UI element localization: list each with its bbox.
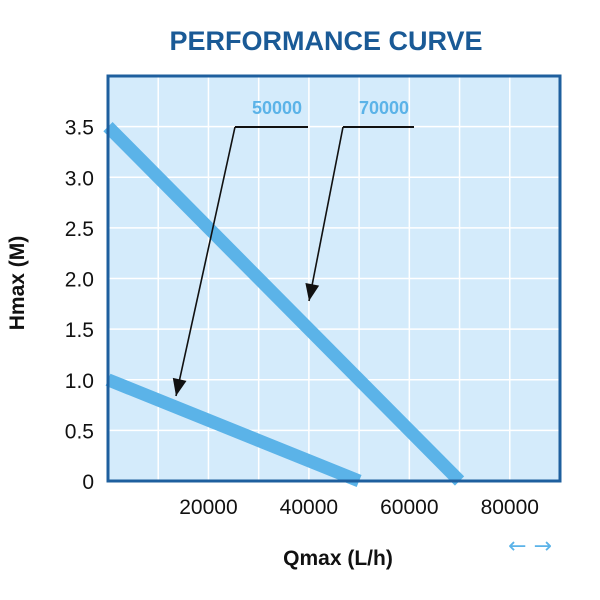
x-tick-labels: 20000 40000 60000 80000: [179, 496, 539, 519]
y-tick-label: 1.0: [65, 370, 94, 393]
x-tick-label: 20000: [179, 496, 237, 519]
x-tick-label: 60000: [380, 496, 438, 519]
y-tick-label: 1.5: [65, 319, 94, 342]
y-tick-label: 3.0: [65, 167, 94, 190]
y-tick-label: 3.5: [65, 117, 94, 140]
y-tick-label: 2.5: [65, 218, 94, 241]
grid-lines: [108, 76, 560, 481]
series-lines: [103, 122, 465, 488]
y-tick-label: 2.0: [65, 269, 94, 292]
y-axis-label: Hmax (M): [6, 236, 29, 331]
y-tick-label: 0: [82, 471, 94, 494]
double-arrow-icon: ← →: [508, 534, 552, 559]
x-tick-label: 40000: [280, 496, 338, 519]
y-tick-label: 0.5: [65, 420, 94, 443]
x-axis-label: Qmax (L/h): [283, 547, 393, 570]
series-line-70000: [103, 122, 465, 486]
series-annotations: 50000 70000: [172, 98, 414, 397]
series-label-50000: 50000: [252, 98, 302, 118]
arrow-70000-head: [305, 282, 320, 301]
y-tick-labels: 0 0.5 1.0 1.5 2.0 2.5 3.0 3.5: [65, 117, 94, 494]
arrow-50000-head: [172, 377, 187, 396]
series-line-50000: [105, 373, 362, 488]
series-label-70000: 70000: [359, 98, 409, 118]
arrow-70000-shaft: [308, 126, 344, 302]
chart-title: PERFORMANCE CURVE: [169, 26, 482, 56]
x-tick-label: 80000: [481, 496, 539, 519]
arrow-50000-shaft: [175, 126, 236, 397]
plot-border: [106, 74, 562, 483]
